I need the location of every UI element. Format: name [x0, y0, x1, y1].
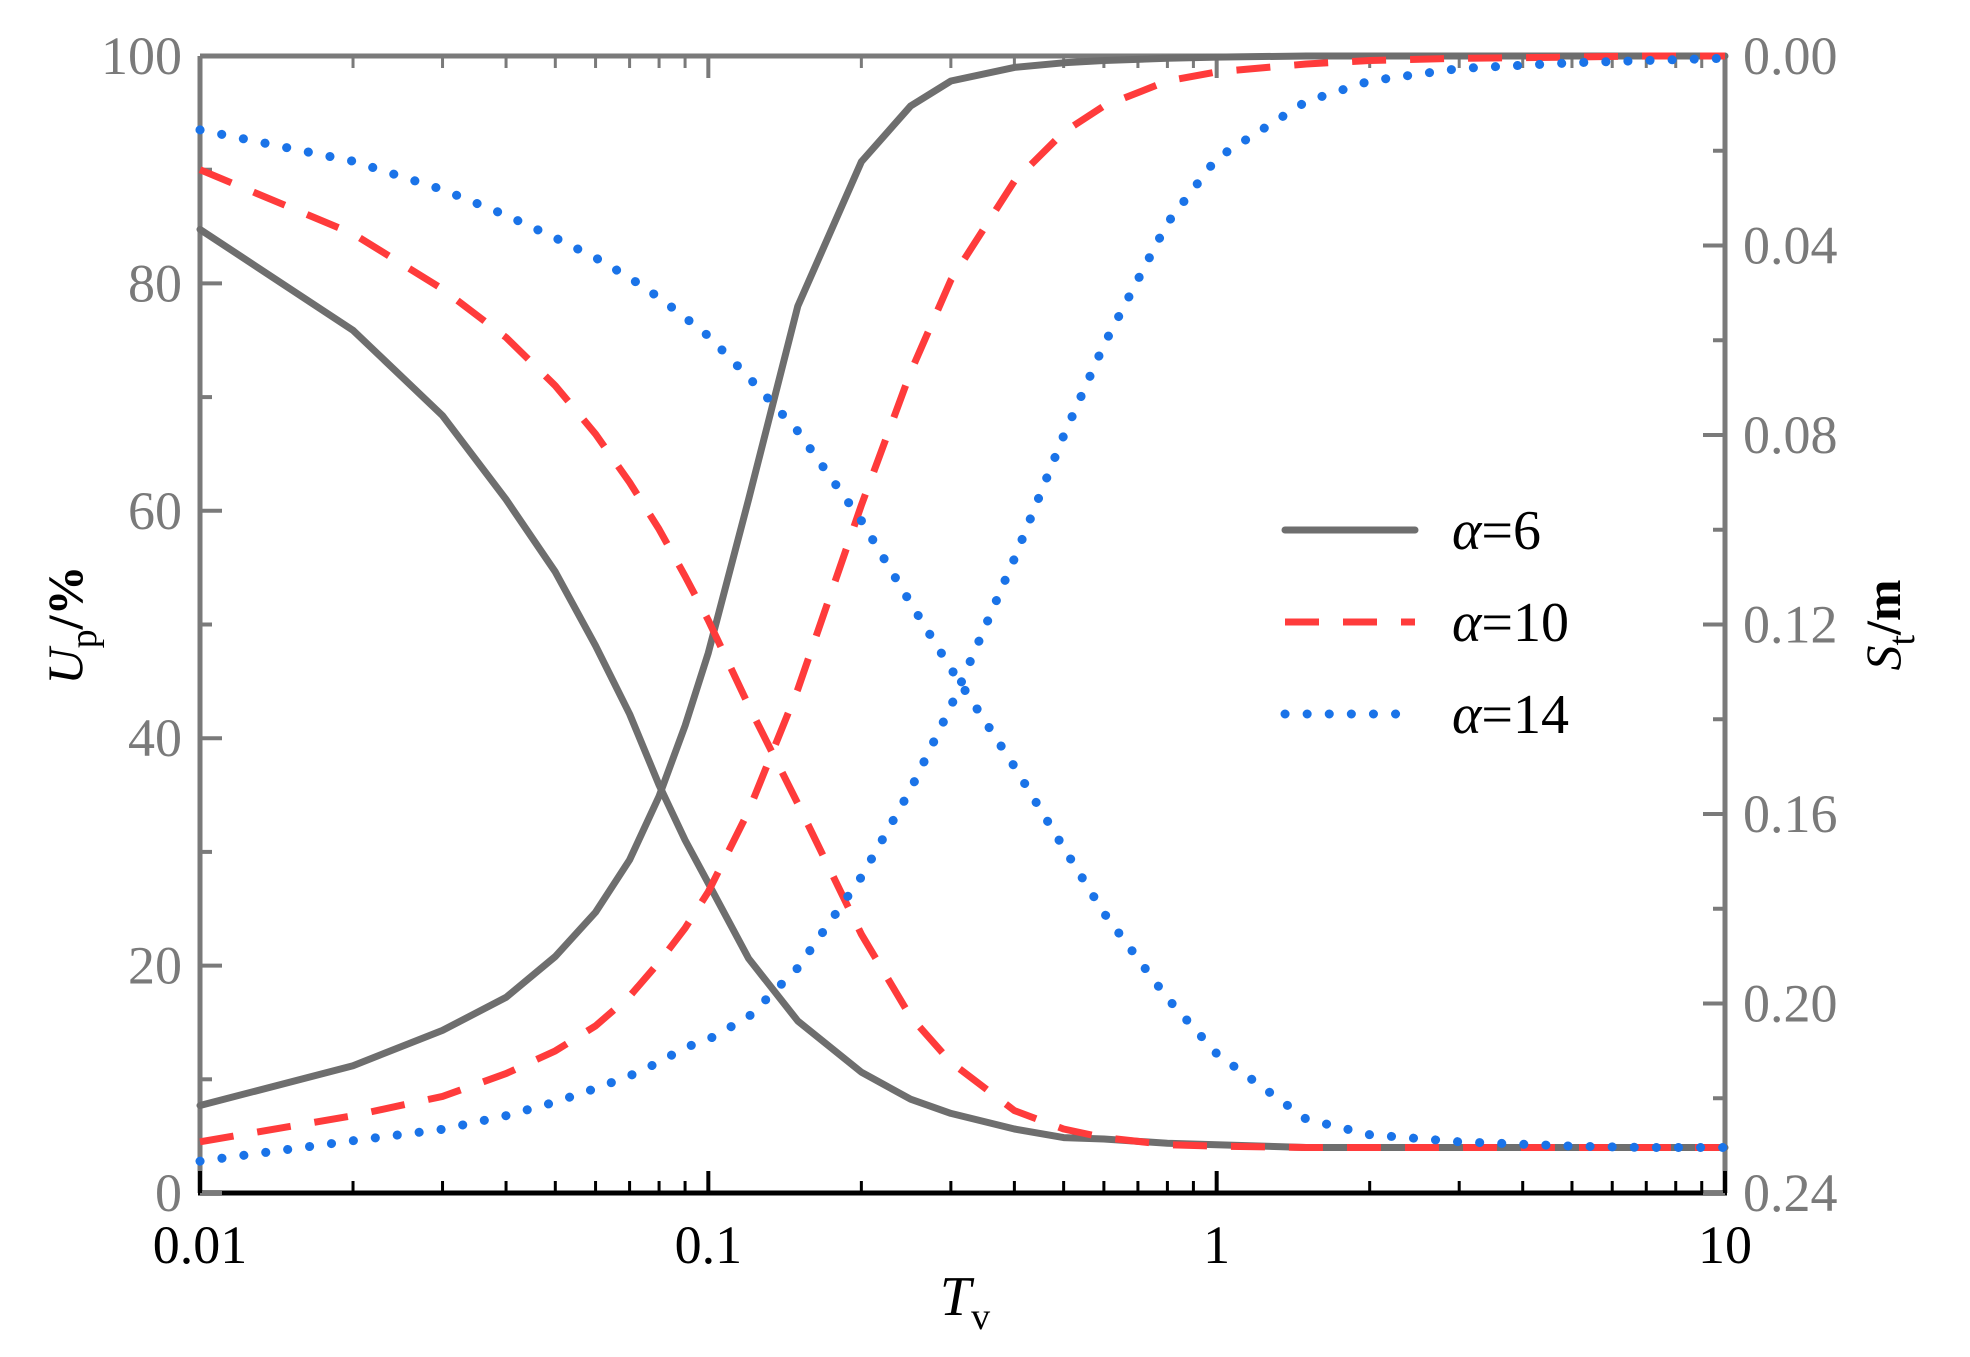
y-right-tick-label: 0.00 [1743, 26, 1838, 86]
y-left-tick-label: 60 [128, 481, 182, 541]
legend-label: α=10 [1452, 592, 1569, 654]
x-tick-label: 10 [1698, 1215, 1752, 1275]
x-tick-label: 1 [1203, 1215, 1230, 1275]
labels-group: 0 20 40 60 80 100 0.00 0.04 0.08 0.12 0.16 0.20 0.24… [37, 26, 1923, 1338]
legend: α=6 α=10 α=14 [1280, 500, 1569, 746]
legend-label: α=6 [1452, 500, 1541, 562]
x-axis-title: Tv [940, 1266, 990, 1338]
series-line-dashed-left [199, 52, 1725, 1146]
y-left-tick-label: 100 [101, 26, 182, 86]
legend-label: α=14 [1452, 684, 1569, 746]
y-right-tick-label: 0.16 [1743, 784, 1838, 844]
y-left-tick-label: 80 [128, 253, 182, 313]
y-left-tick-label: 20 [128, 936, 182, 996]
x-tick-label: 0.01 [153, 1215, 248, 1275]
series-group [195, 52, 1730, 1166]
y-right-tick-label: 0.04 [1743, 216, 1838, 276]
series-line-dotted-right [195, 125, 1730, 1152]
y-right-tick-label: 0.24 [1743, 1163, 1838, 1223]
y-left-axis-title: Up/% [37, 565, 105, 684]
series-line-dashed-right [198, 166, 1725, 1151]
y-left-tick-label: 0 [155, 1163, 182, 1223]
series-line-solid-left [196, 52, 1729, 1109]
x-tick-label: 0.1 [675, 1215, 743, 1275]
y-left-tick-label: 40 [128, 708, 182, 768]
y-right-tick-label: 0.20 [1743, 974, 1838, 1034]
y-right-axis-title: St/m [1855, 579, 1923, 670]
y-right-tick-label: 0.08 [1743, 405, 1838, 465]
y-right-tick-label: 0.12 [1743, 595, 1838, 655]
